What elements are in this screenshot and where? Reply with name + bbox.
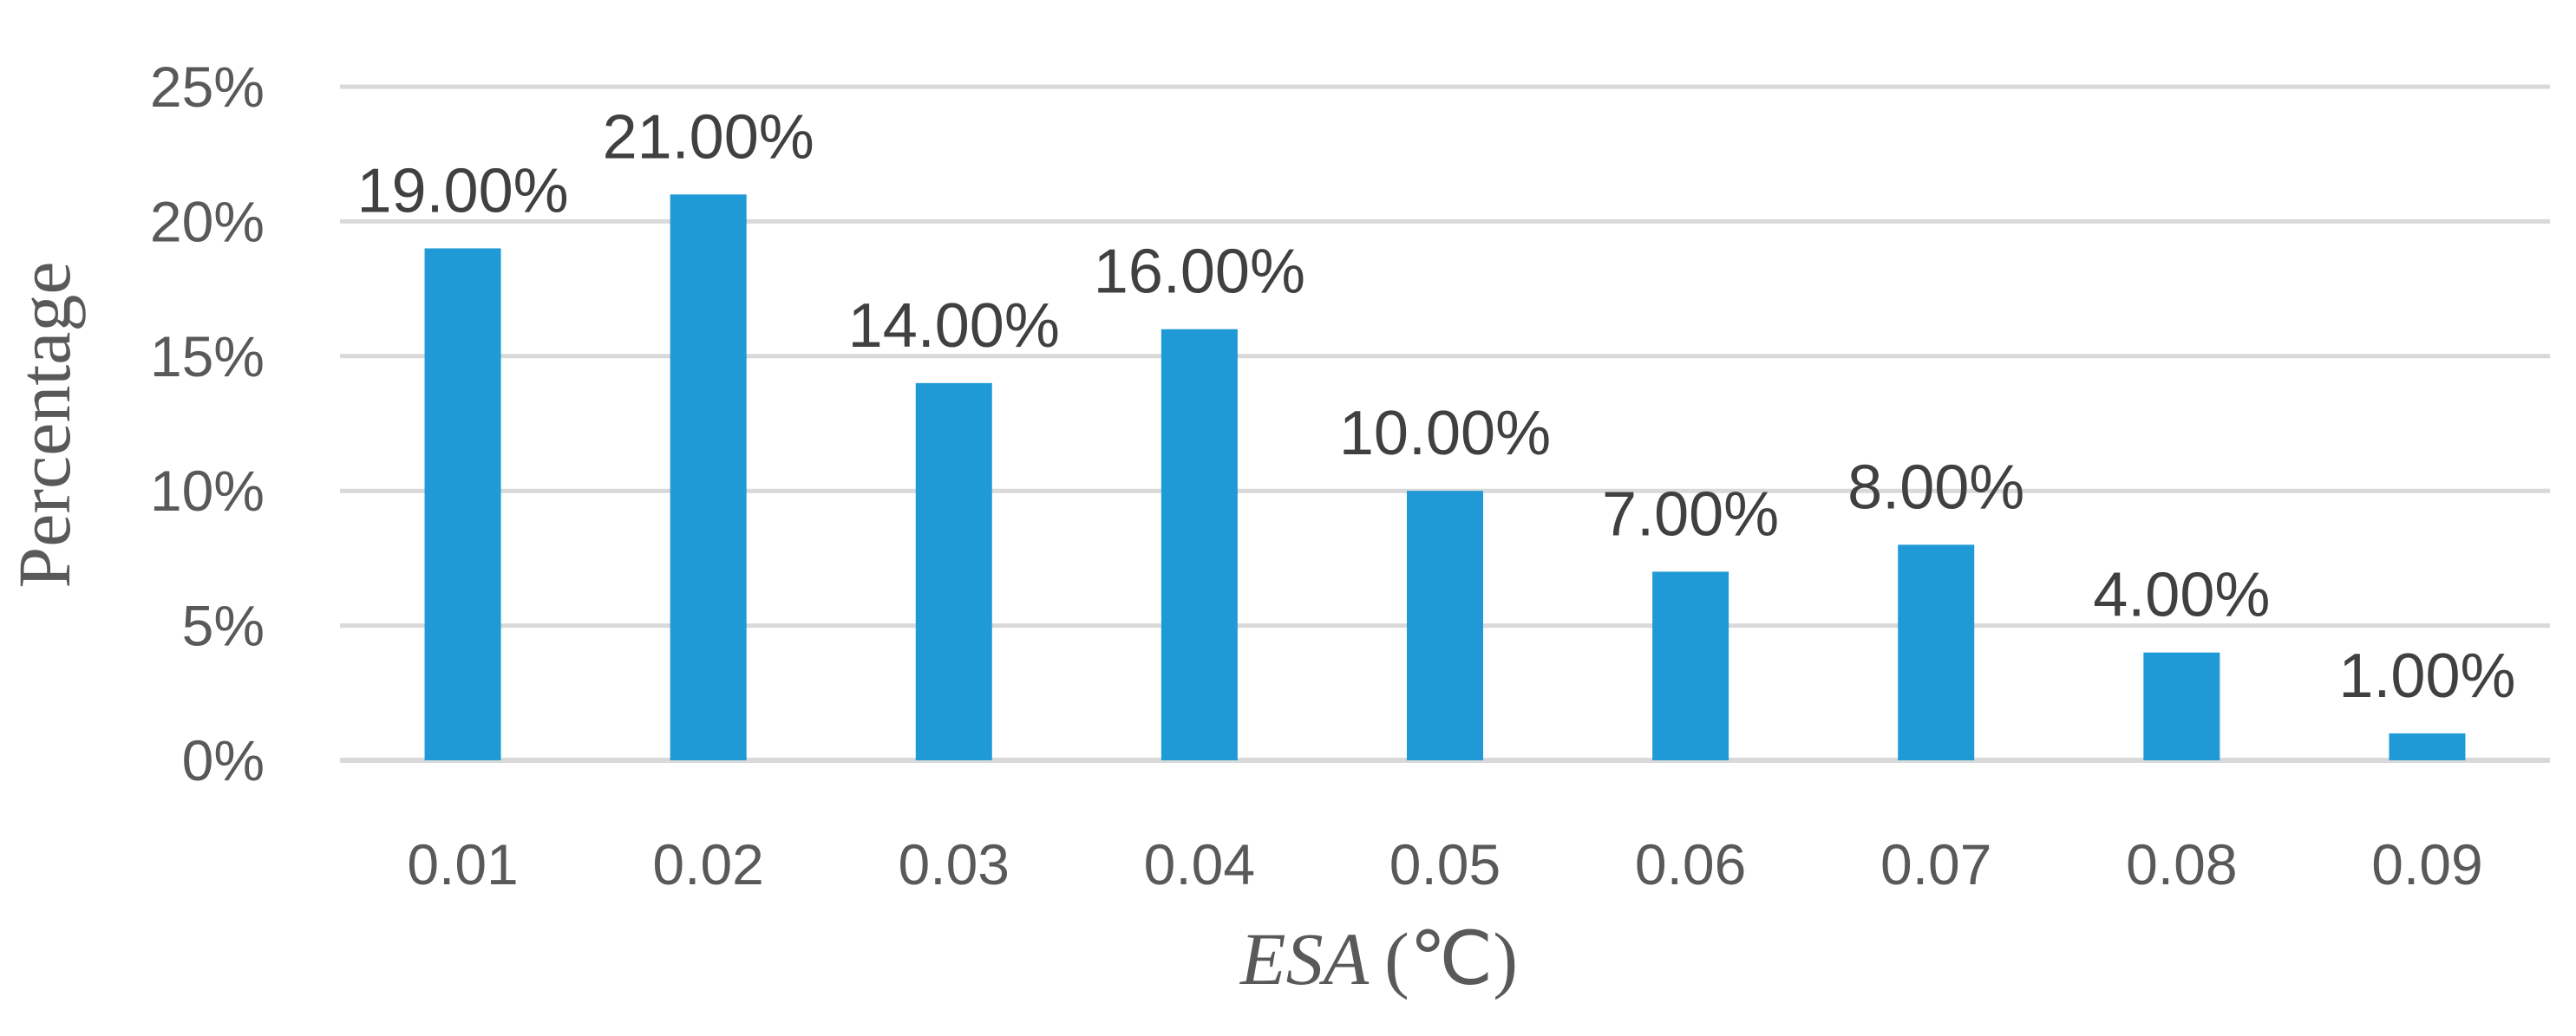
y-axis-ticks: 0% 5% 10% 15% 20% 25% [150,55,265,792]
bar-0.04 [1161,329,1238,760]
y-axis-title: Percentage [3,261,86,588]
y-tick-label: 0% [182,728,265,792]
data-label: 21.00% [603,102,814,172]
x-axis-ticks: 0.01 0.02 0.03 0.04 0.05 0.06 0.07 0.08 0.09 [407,832,2482,896]
x-axis-title-variable: ESA [1239,917,1370,1000]
bars [424,194,2466,761]
y-tick-label: 20% [150,189,265,253]
data-label: 16.00% [1094,238,1305,307]
data-label: 10.00% [1339,399,1551,468]
y-tick-label: 15% [150,324,265,388]
x-tick-label: 0.02 [652,832,763,896]
data-labels: 19.00% 21.00% 14.00% 16.00% 10.00% 7.00% 8.00%… [356,102,2515,711]
data-label: 1.00% [2338,642,2515,711]
y-tick-label: 10% [150,459,265,523]
x-tick-label: 0.07 [1880,832,1991,896]
bar-0.08 [2143,652,2220,760]
bar-0.07 [1898,544,1975,760]
bar-0.03 [915,382,992,760]
data-label: 7.00% [1602,479,1779,549]
y-tick-label: 25% [150,55,265,119]
bar-0.09 [2389,733,2466,760]
data-label: 8.00% [1847,453,2024,522]
y-tick-label: 5% [182,594,265,658]
bar-0.01 [424,248,501,761]
x-tick-label: 0.04 [1144,832,1255,896]
bar-0.02 [670,194,747,760]
bar-0.05 [1407,491,1483,760]
x-tick-label: 0.01 [407,832,518,896]
data-label: 14.00% [848,291,1060,361]
x-tick-label: 0.09 [2371,832,2482,896]
x-axis-title-unit: (℃) [1384,917,1518,1000]
x-tick-label: 0.05 [1389,832,1500,896]
x-tick-label: 0.06 [1635,832,1746,896]
bar-0.06 [1652,571,1729,760]
data-label: 19.00% [356,156,568,225]
x-tick-label: 0.03 [899,832,1010,896]
x-tick-label: 0.08 [2126,832,2237,896]
x-axis-title: ESA (℃) [1239,917,1518,1000]
data-label: 4.00% [2093,561,2270,630]
